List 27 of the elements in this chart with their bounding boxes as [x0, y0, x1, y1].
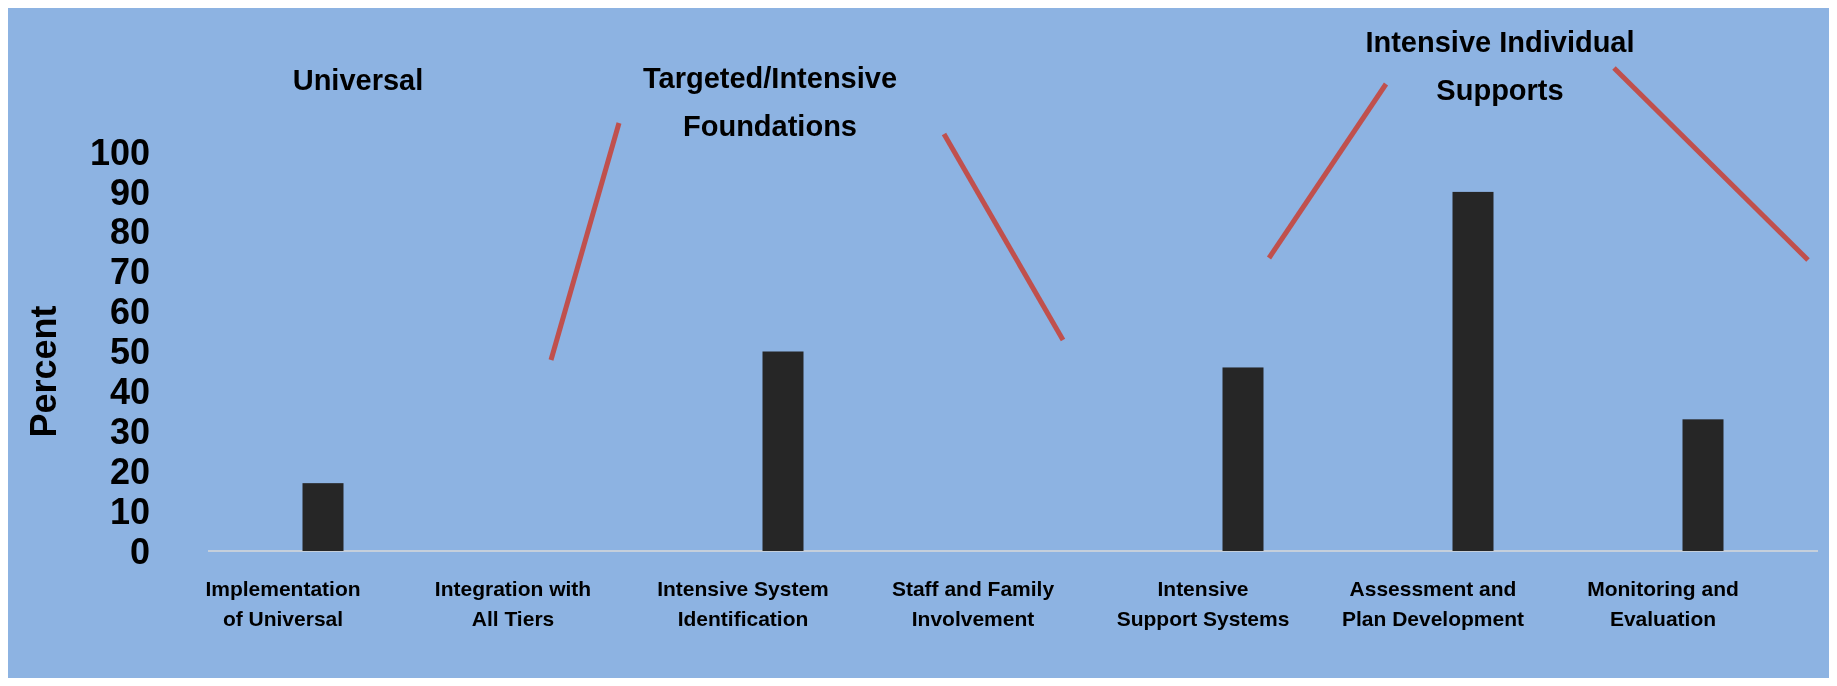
bar	[302, 483, 344, 551]
x-tick-label: Implementation of Universal	[205, 577, 361, 630]
y-tick-label: 80	[109, 211, 150, 253]
text: Targeted/Intensive Foundations	[642, 62, 898, 142]
y-tick-label: 70	[109, 251, 150, 293]
y-tick-label: 20	[109, 450, 150, 492]
x-tick-label: Intensive System Identification	[657, 577, 829, 630]
y-tick-label: 30	[109, 410, 150, 452]
x-tick-label: Intensive Support Systems	[1116, 577, 1290, 630]
y-tick-label: 10	[109, 490, 150, 532]
x-tick-label: Integration with All Tiers	[434, 577, 592, 630]
bar	[762, 351, 804, 551]
bar	[1452, 191, 1494, 551]
y-tick-label: 50	[109, 331, 150, 373]
x-tick-label: Staff and Family Involvement	[891, 577, 1055, 630]
bar	[1222, 367, 1264, 551]
y-tick-label: 40	[109, 371, 150, 412]
x-tick-label: Assessment and Plan Development	[1341, 577, 1525, 630]
text: Universal	[292, 64, 424, 96]
y-tick-label: 100	[89, 131, 150, 173]
x-tick-label: Monitoring and Evaluation	[1587, 577, 1739, 630]
bar	[1682, 419, 1724, 551]
y-tick-label: 90	[109, 171, 150, 213]
y-tick-label: 0	[129, 530, 150, 572]
y-axis-title: Percent	[23, 305, 64, 438]
y-tick-label: 60	[109, 291, 150, 333]
text: Intensive Individual Supports	[1365, 26, 1635, 106]
